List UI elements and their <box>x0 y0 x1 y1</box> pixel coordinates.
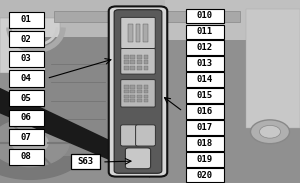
FancyBboxPatch shape <box>121 125 140 146</box>
FancyBboxPatch shape <box>9 51 44 67</box>
FancyBboxPatch shape <box>165 0 300 40</box>
FancyBboxPatch shape <box>121 48 155 74</box>
FancyBboxPatch shape <box>125 148 151 169</box>
Bar <box>137 99 142 102</box>
Bar <box>144 95 148 98</box>
Text: 015: 015 <box>197 91 213 100</box>
FancyBboxPatch shape <box>186 120 224 135</box>
FancyBboxPatch shape <box>9 70 44 87</box>
Bar <box>144 90 148 93</box>
Bar <box>124 95 129 98</box>
Bar <box>144 85 148 89</box>
FancyBboxPatch shape <box>0 0 165 51</box>
FancyBboxPatch shape <box>0 18 60 73</box>
FancyBboxPatch shape <box>186 40 224 55</box>
FancyBboxPatch shape <box>136 125 155 146</box>
Bar <box>144 55 148 59</box>
Text: 011: 011 <box>197 27 213 36</box>
Text: 013: 013 <box>197 59 213 68</box>
Circle shape <box>250 120 290 144</box>
FancyBboxPatch shape <box>9 12 44 28</box>
Bar <box>130 95 135 98</box>
Bar <box>124 55 129 59</box>
FancyBboxPatch shape <box>186 72 224 87</box>
Polygon shape <box>0 88 150 178</box>
FancyBboxPatch shape <box>54 11 240 22</box>
Polygon shape <box>0 119 69 167</box>
FancyBboxPatch shape <box>9 149 44 165</box>
Text: 08: 08 <box>21 152 32 161</box>
Text: 02: 02 <box>21 35 32 44</box>
Bar <box>144 99 148 102</box>
Bar <box>128 24 133 42</box>
Text: 01: 01 <box>21 15 32 24</box>
Text: S63: S63 <box>77 157 94 167</box>
Bar <box>130 90 135 93</box>
Bar <box>130 85 135 89</box>
Bar <box>144 60 148 64</box>
Text: 012: 012 <box>197 43 213 52</box>
Text: 07: 07 <box>21 133 32 142</box>
Text: 018: 018 <box>197 139 213 148</box>
Bar <box>124 99 129 102</box>
Bar <box>130 99 135 102</box>
FancyBboxPatch shape <box>121 80 155 107</box>
Text: 04: 04 <box>21 74 32 83</box>
Text: 06: 06 <box>21 113 32 122</box>
FancyBboxPatch shape <box>186 9 224 23</box>
Bar <box>130 66 135 70</box>
Text: 016: 016 <box>197 107 213 116</box>
FancyBboxPatch shape <box>9 110 44 126</box>
FancyBboxPatch shape <box>246 9 300 128</box>
Bar <box>136 24 140 42</box>
Bar <box>137 55 142 59</box>
FancyBboxPatch shape <box>186 152 224 167</box>
FancyBboxPatch shape <box>9 129 44 145</box>
FancyBboxPatch shape <box>70 154 101 169</box>
FancyBboxPatch shape <box>114 10 162 173</box>
FancyBboxPatch shape <box>45 37 129 156</box>
Text: 05: 05 <box>21 94 32 103</box>
Text: 03: 03 <box>21 54 32 64</box>
Bar <box>137 66 142 70</box>
Bar <box>124 66 129 70</box>
Polygon shape <box>0 106 90 179</box>
Bar <box>143 24 148 42</box>
Bar <box>130 60 135 64</box>
Text: 014: 014 <box>197 75 213 84</box>
Bar <box>137 60 142 64</box>
FancyBboxPatch shape <box>186 168 224 182</box>
FancyBboxPatch shape <box>186 25 224 39</box>
FancyBboxPatch shape <box>186 104 224 119</box>
FancyBboxPatch shape <box>9 90 44 106</box>
Bar <box>137 85 142 89</box>
Polygon shape <box>12 132 48 154</box>
Bar <box>124 90 129 93</box>
Bar <box>144 66 148 70</box>
Text: 020: 020 <box>197 171 213 180</box>
FancyBboxPatch shape <box>186 56 224 71</box>
Bar <box>124 85 129 89</box>
FancyBboxPatch shape <box>186 136 224 151</box>
Text: 010: 010 <box>197 11 213 20</box>
Bar <box>130 55 135 59</box>
Text: 017: 017 <box>197 123 213 132</box>
FancyBboxPatch shape <box>9 31 44 47</box>
Circle shape <box>260 125 280 138</box>
FancyBboxPatch shape <box>121 17 155 48</box>
Bar <box>137 95 142 98</box>
Bar <box>124 60 129 64</box>
Bar <box>137 90 142 93</box>
FancyBboxPatch shape <box>109 6 167 177</box>
Text: 019: 019 <box>197 155 213 164</box>
FancyBboxPatch shape <box>186 88 224 103</box>
